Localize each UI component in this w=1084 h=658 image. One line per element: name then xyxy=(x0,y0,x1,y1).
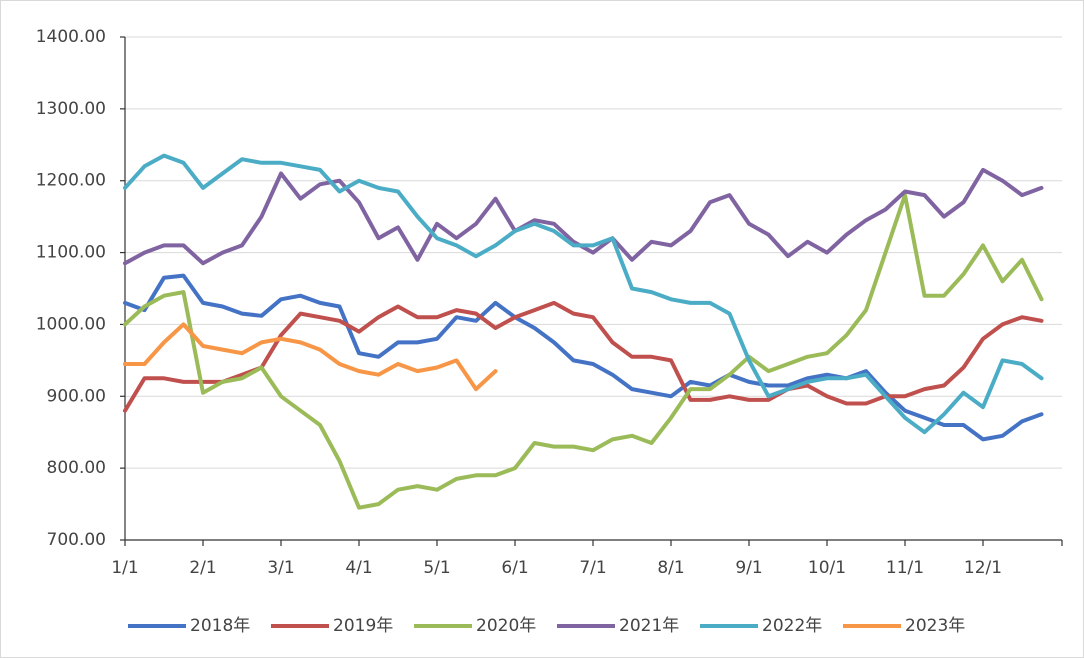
legend-label: 2018年 xyxy=(190,616,250,636)
y-tick-label: 1300.00 xyxy=(36,99,106,119)
x-tick-label: 9/1 xyxy=(735,558,762,578)
x-tick-label: 8/1 xyxy=(657,558,684,578)
x-tick-label: 11/1 xyxy=(886,558,924,578)
legend-label: 2021年 xyxy=(619,616,679,636)
series-line xyxy=(123,193,1044,510)
x-tick-label: 12/1 xyxy=(964,558,1002,578)
y-tick-label: 1200.00 xyxy=(36,171,106,191)
x-tick-label: 1/1 xyxy=(111,558,138,578)
y-tick-label: 900.00 xyxy=(47,386,106,406)
series-line xyxy=(123,322,498,392)
legend-label: 2023年 xyxy=(905,616,965,636)
x-tick-label: 4/1 xyxy=(345,558,372,578)
legend-label: 2020年 xyxy=(476,616,536,636)
y-tick-label: 700.00 xyxy=(47,530,106,550)
y-tick-label: 800.00 xyxy=(47,458,106,478)
series-line xyxy=(123,153,1044,435)
x-tick-label: 2/1 xyxy=(189,558,216,578)
legend-label: 2019年 xyxy=(333,616,393,636)
x-tick-label: 7/1 xyxy=(579,558,606,578)
legend-label: 2022年 xyxy=(762,616,822,636)
x-tick-label: 5/1 xyxy=(423,558,450,578)
y-tick-label: 1100.00 xyxy=(36,243,106,263)
x-tick-label: 6/1 xyxy=(501,558,528,578)
x-tick-label: 10/1 xyxy=(808,558,846,578)
x-tick-label: 3/1 xyxy=(267,558,294,578)
y-tick-label: 1000.00 xyxy=(36,314,106,334)
y-tick-label: 1400.00 xyxy=(36,27,106,47)
